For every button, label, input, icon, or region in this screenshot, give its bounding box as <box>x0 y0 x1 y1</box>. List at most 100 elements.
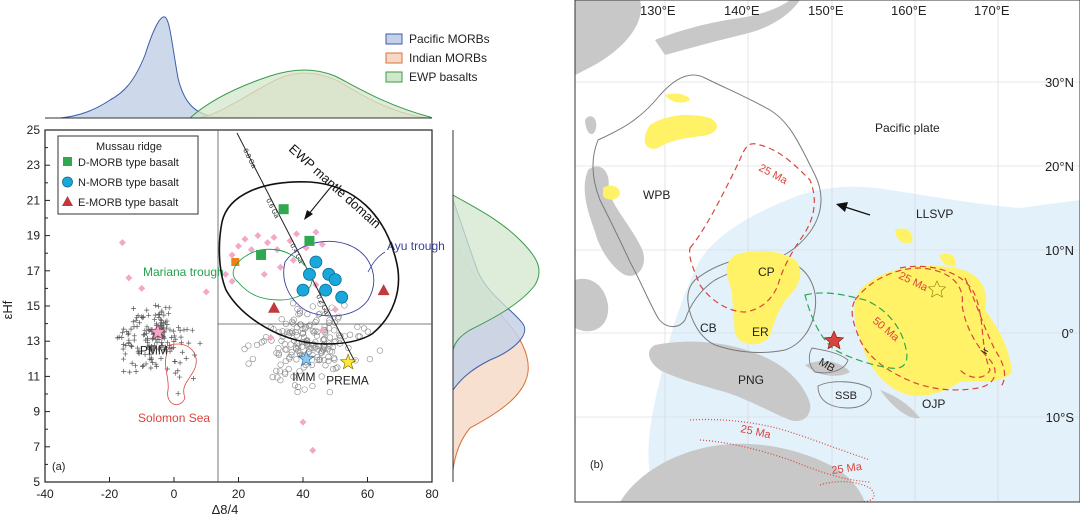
indian-morb-point <box>376 347 383 354</box>
ewp-basalt-point <box>267 334 275 342</box>
indian-morb-point <box>309 327 317 335</box>
end-member-star <box>149 323 167 340</box>
land-new-britain <box>805 360 850 376</box>
panel-a-label: (a) <box>52 461 65 473</box>
indian-morb-point <box>300 364 307 371</box>
pacific-morb-point <box>163 305 169 311</box>
pacific-morb-point <box>161 347 167 353</box>
end-member-label: PMM <box>140 343 168 357</box>
pacific-morb-point <box>126 339 132 345</box>
pacific-morb-point <box>177 328 183 334</box>
indian-morb-point <box>281 369 289 376</box>
y-tick-label: 21 <box>27 193 41 207</box>
y-tick-label: 23 <box>27 158 41 172</box>
mb-outline <box>808 347 849 374</box>
y-axis-label: εHf <box>0 300 15 319</box>
pacific-morb-point <box>154 363 159 369</box>
indian-morb-point <box>312 344 319 351</box>
pacific-morb-point <box>169 346 175 352</box>
indian-morb-point <box>360 325 368 332</box>
indian-morb-point <box>294 383 302 391</box>
indian-morb-point <box>325 353 332 361</box>
panel-a: Pacific MORBs Indian MORBs EWP basalts -… <box>0 16 540 517</box>
ewp-basalt-point <box>331 306 339 314</box>
x-tick-label: 0 <box>171 487 178 501</box>
ewp-domain-arrowhead <box>304 210 313 220</box>
pacific-morb-point <box>177 374 183 380</box>
end-member-star <box>297 349 315 367</box>
solomon-sea-label: Solomon Sea <box>138 411 210 425</box>
pacific-morb-point <box>171 339 177 345</box>
pacific-morb-point <box>141 332 147 338</box>
indian-morb-point <box>312 339 319 346</box>
land-new-guinea <box>648 341 811 422</box>
mussau-legend-title: Mussau ridge <box>96 141 162 153</box>
pacific-morb-point <box>143 330 149 336</box>
pacific-morb-point <box>123 342 129 348</box>
pacific-morb-point <box>165 340 171 346</box>
indian-morb-point <box>331 327 338 334</box>
indian-morb-point <box>309 303 316 310</box>
y-tick-label: 11 <box>28 369 41 383</box>
land-asia <box>575 0 641 75</box>
ewp-basalt-point <box>228 277 236 285</box>
y-tick-label: 9 <box>33 405 40 419</box>
indian-morb-point <box>321 336 328 343</box>
label-llsvp: LLSVP <box>916 207 953 221</box>
red-dotted-south-2 <box>699 439 871 483</box>
ayu-trough-leader <box>367 251 386 273</box>
nmorb-point <box>309 255 323 269</box>
indian-morb-point <box>289 318 296 325</box>
indian-morb-point <box>295 311 302 318</box>
indian-morb-point <box>294 388 301 396</box>
pacific-morb-point <box>132 363 138 369</box>
indian-morb-point <box>308 361 316 368</box>
indian-morb-point <box>290 316 297 323</box>
indian-morb-point <box>282 346 289 353</box>
pacific-morb-point <box>119 330 125 336</box>
land-solomons <box>880 390 920 419</box>
land-philippines <box>584 166 645 276</box>
indian-morb-point <box>296 308 304 315</box>
pacific-morb-point <box>162 347 168 353</box>
pacific-morb-point <box>130 319 136 325</box>
indian-morb-point <box>293 346 300 353</box>
indian-morb-point <box>354 323 361 331</box>
pacific-morb-point <box>178 334 184 340</box>
density-legend-label-indian: Indian MORBs <box>409 51 487 65</box>
motion-arrow <box>844 206 871 216</box>
end-members: PMM IMM PREMA <box>140 323 369 387</box>
y-tick-label: 25 <box>27 123 41 137</box>
pacific-morb-point <box>142 328 148 334</box>
pacific-morb-point <box>189 327 195 333</box>
x-tick-label: -20 <box>101 487 119 501</box>
plateau-small-1 <box>895 228 913 244</box>
isochron-08-label: 0.8 Ga <box>241 148 257 170</box>
indian-morb-point <box>299 330 306 337</box>
indian-morb-point <box>275 345 282 352</box>
indian-morb-point <box>285 365 292 373</box>
indian-morb-point <box>293 356 300 363</box>
pacific-morb-point <box>156 311 162 317</box>
ewp-basalt-point <box>293 230 301 238</box>
lat-label-30n: 30°N <box>1045 75 1074 90</box>
lon-label-170: 170°E <box>974 3 1010 18</box>
pacific-morb-point <box>133 317 139 323</box>
pacific-morb-point <box>152 317 158 323</box>
label-ssb: SSB <box>835 390 857 402</box>
pacific-morb-point <box>133 369 139 375</box>
density-legend-swatch-ewp <box>385 71 403 83</box>
indian-morb-point <box>291 382 299 389</box>
pacific-morb-point <box>152 312 158 318</box>
density-legend: Pacific MORBs Indian MORBs EWP basalts <box>385 32 490 84</box>
indian-morb-point <box>316 310 323 317</box>
indian-morb-point <box>301 386 308 393</box>
pacific-morb-point <box>166 311 172 317</box>
indian-morb-point <box>326 389 333 396</box>
pacific-morb-point <box>140 315 146 321</box>
indian-morb-point <box>366 356 373 363</box>
label-pacific-plate: Pacific plate <box>875 121 940 135</box>
pacific-morb-point <box>197 340 203 346</box>
indian-morb-point <box>330 365 337 373</box>
y-tick-label: 15 <box>27 299 41 313</box>
